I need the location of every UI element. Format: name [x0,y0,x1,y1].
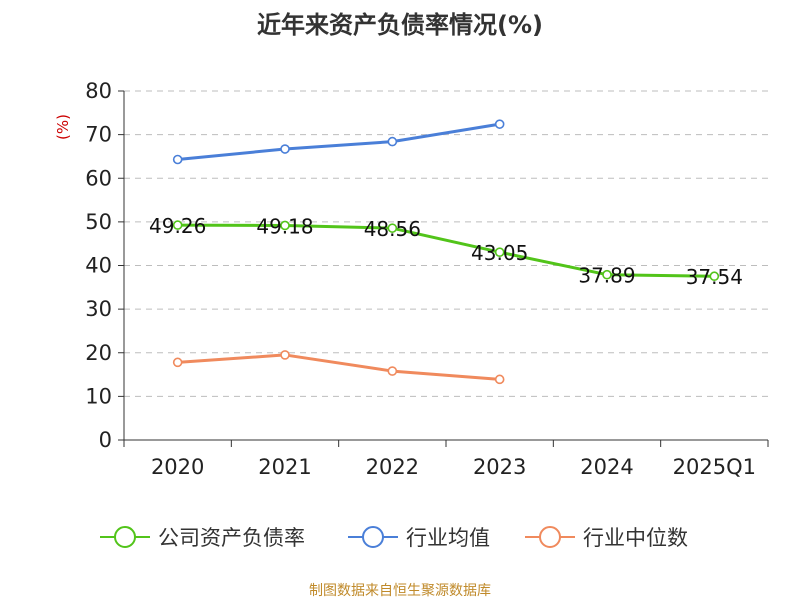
series-line [177,122,500,161]
axes: 0 10 20 30 40 50 60 70 80 2020 2021 2022 2023 2024 202… [85,79,769,479]
data-label: 49.18 [256,214,313,238]
y-tick-label: 20 [85,341,112,365]
data-point [494,374,505,385]
data-point [172,357,183,368]
source-note: 制图数据来自恒生聚源数据库 [309,583,491,599]
data-label: 43.05 [471,241,528,265]
x-tick-label: 2020 [151,455,204,479]
data-point [494,247,505,257]
y-tick-label: 10 [85,384,112,408]
x-tick-label: 2023 [473,455,526,479]
data-point [709,271,720,282]
x-tick-label: 2022 [366,455,419,479]
data-label: 37.54 [686,265,743,289]
data-label: 48.56 [364,217,421,241]
series-lines [172,119,720,385]
y-tick-label: 70 [85,123,112,147]
data-label: 37.89 [578,264,635,288]
y-tick-label: 40 [85,254,112,278]
y-tick-label: 0 [99,428,112,452]
legend-swatch-marker [114,526,136,548]
data-point [387,223,398,233]
x-tick-label: 2021 [258,455,311,479]
y-axis-unit-label: (%) [54,114,72,140]
data-label: 49.26 [149,214,206,238]
data-point [494,119,505,129]
legend-label: 行业中位数 [583,526,688,550]
legend-swatch-marker [362,526,384,548]
data-point [280,220,290,231]
legend-swatch-marker [539,526,561,548]
series-line [177,223,715,278]
data-point [172,220,183,230]
y-tick-label: 80 [85,79,112,103]
data-point [387,136,398,147]
data-point [602,269,612,280]
data-point [172,154,183,165]
data-point [387,366,398,376]
y-tick-label: 50 [85,210,112,234]
chart-title: 近年来资产负债率情况(%) [257,11,543,39]
y-tick-label: 30 [85,297,112,321]
gridlines [124,90,768,397]
data-point [280,144,290,154]
data-labels: 49.26 49.18 48.56 43.05 37.89 37.54 [149,214,743,289]
data-point [280,350,290,360]
legend: 公司资产负债率 行业均值 行业中位数 [100,526,688,550]
legend-label: 行业均值 [406,526,490,550]
legend-label: 公司资产负债率 [158,526,305,550]
x-tick-label: 2025Q1 [673,455,756,479]
y-tick-label: 60 [85,166,112,190]
x-tick-label: 2024 [580,455,633,479]
series-line [177,353,500,381]
